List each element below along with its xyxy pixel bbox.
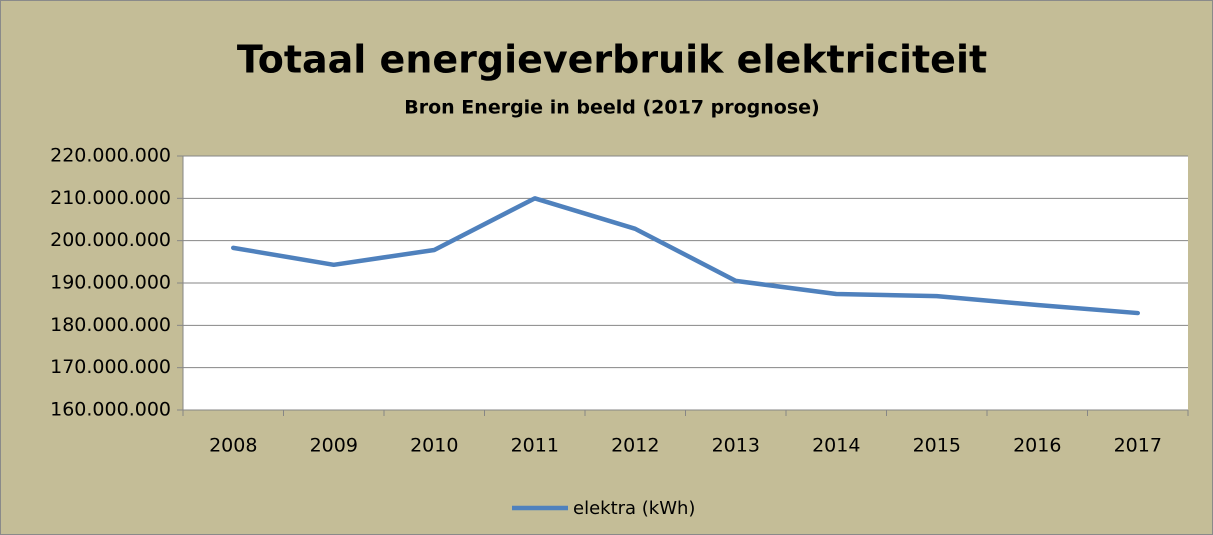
x-tick-label: 2008 (209, 435, 257, 457)
x-tick-label: 2011 (511, 435, 559, 457)
y-tick-label: 190.000.000 (50, 272, 171, 294)
x-tick-label: 2017 (1114, 435, 1162, 457)
line-series (231, 196, 1140, 316)
x-tick-label: 2012 (611, 435, 659, 457)
y-tick-label: 160.000.000 (50, 399, 171, 421)
y-tick-label: 200.000.000 (50, 229, 171, 251)
y-tick-label: 220.000.000 (50, 145, 171, 167)
legend-label: elektra (kWh) (573, 498, 695, 519)
x-tick-label: 2013 (712, 435, 760, 457)
y-tick-label: 170.000.000 (50, 356, 171, 378)
x-tick-label: 2010 (410, 435, 458, 457)
x-tick-label: 2009 (310, 435, 358, 457)
x-tick-label: 2016 (1013, 435, 1061, 457)
y-tick-label: 180.000.000 (50, 314, 171, 336)
x-tick-label: 2014 (812, 435, 860, 457)
chart-subtitle: Bron Energie in beeld (2017 prognose) (404, 97, 819, 119)
chart-title: Totaal energieverbruik elektriciteit (237, 38, 987, 82)
x-tick-label: 2015 (913, 435, 961, 457)
y-tick-label: 210.000.000 (50, 187, 171, 209)
